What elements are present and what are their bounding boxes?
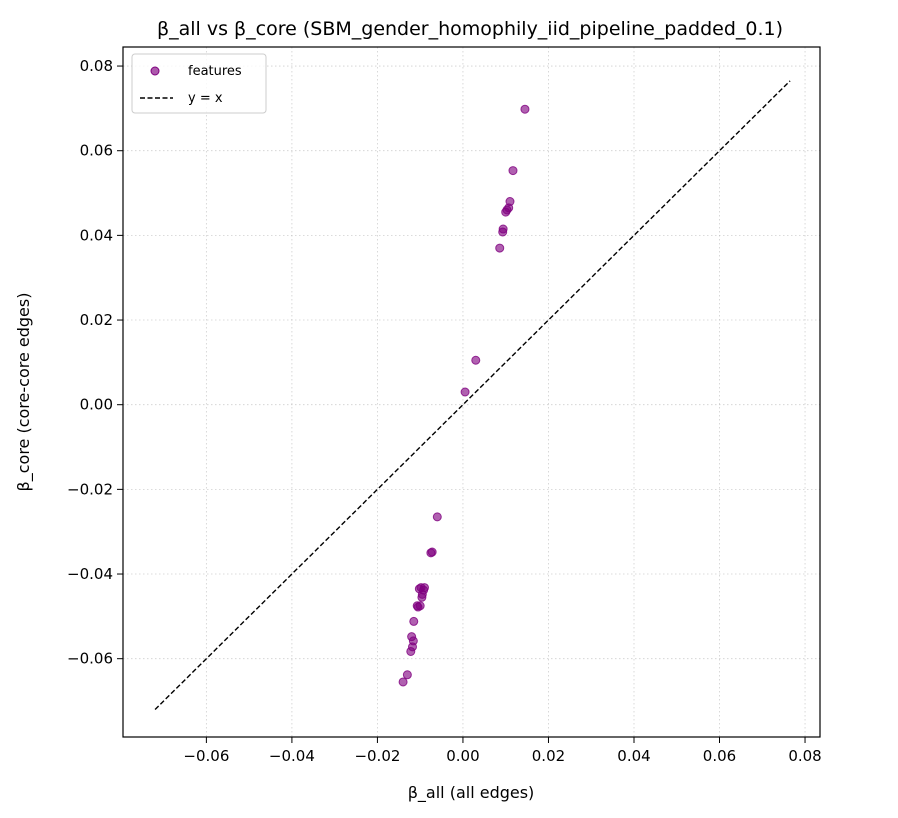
data-point <box>432 512 442 522</box>
y-axis-label: β_core (core-core edges) <box>14 293 34 492</box>
legend-label-features: features <box>188 64 242 79</box>
y-tick-label: 0.06 <box>80 142 113 160</box>
legend-marker-features <box>150 66 160 76</box>
x-tick-label: 0.00 <box>446 747 479 765</box>
reference-line-layer <box>154 80 791 710</box>
x-axis-ticks: −0.06 −0.04 −0.02 0.00 0.02 0.04 0.06 0.08 <box>183 737 822 765</box>
x-tick-label: 0.08 <box>788 747 821 765</box>
data-point <box>414 584 424 594</box>
grid <box>123 47 820 737</box>
y-tick-label: 0.02 <box>80 311 113 329</box>
y-tick-label: 0.04 <box>80 226 113 244</box>
data-point <box>409 616 419 626</box>
x-tick-label: 0.02 <box>532 747 565 765</box>
data-point <box>417 592 427 602</box>
x-tick-label: −0.02 <box>354 747 400 765</box>
legend-label-identity: y = x <box>188 91 223 106</box>
y-tick-label: −0.02 <box>67 480 113 498</box>
data-point <box>412 601 422 611</box>
plot-frame <box>122 46 821 738</box>
data-point <box>495 243 505 253</box>
y-axis-ticks: −0.06 −0.04 −0.02 0.00 0.02 0.04 0.06 0.08 <box>67 57 123 668</box>
data-point <box>471 355 481 365</box>
data-point <box>402 670 412 680</box>
y-tick-label: −0.04 <box>67 565 113 583</box>
y-tick-label: 0.00 <box>80 396 113 414</box>
data-points <box>398 104 530 687</box>
y-tick-label: 0.08 <box>80 57 113 75</box>
identity-line <box>154 80 791 710</box>
data-point <box>508 166 518 176</box>
x-axis-label: β_all (all edges) <box>408 783 535 803</box>
chart-title: β_all vs β_core (SBM_gender_homophily_ii… <box>157 18 783 40</box>
x-tick-label: −0.04 <box>269 747 315 765</box>
x-tick-label: −0.06 <box>183 747 229 765</box>
x-tick-label: 0.06 <box>703 747 736 765</box>
legend: features y = x <box>131 53 267 114</box>
data-point <box>501 207 511 217</box>
y-tick-label: −0.06 <box>67 650 113 668</box>
data-point <box>498 227 508 237</box>
data-point <box>520 104 530 114</box>
data-point <box>407 632 417 642</box>
x-tick-label: 0.04 <box>617 747 650 765</box>
data-point <box>406 646 416 656</box>
data-point <box>460 387 470 397</box>
data-point <box>426 548 436 558</box>
data-point <box>398 677 408 687</box>
